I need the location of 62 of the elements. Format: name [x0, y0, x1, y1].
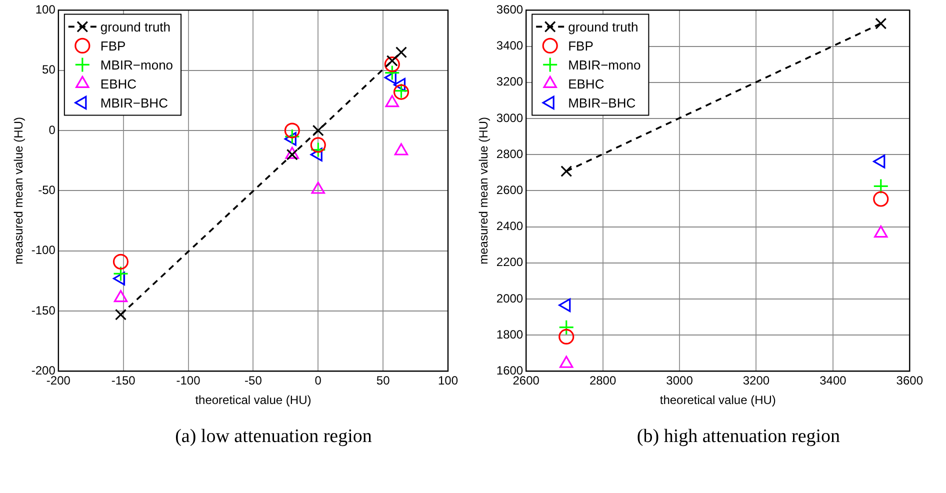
y-tick-label: 3200 [496, 74, 524, 89]
point [873, 178, 889, 194]
point [310, 142, 326, 158]
x-tick-label: 100 [438, 374, 458, 388]
legend-label: ground truth [568, 19, 638, 34]
y-tick-label: 1800 [496, 327, 524, 342]
point [873, 191, 889, 207]
point [284, 122, 300, 138]
x-tick-label: 2800 [589, 374, 616, 388]
legend-label: ground truth [100, 19, 171, 34]
y-axis-title: measured mean value (HU) [476, 116, 491, 264]
x-tick-label: 3600 [896, 374, 924, 388]
y-tick-label: 3400 [496, 38, 524, 53]
point [312, 124, 324, 136]
y-tick-label: 2800 [496, 146, 524, 161]
legend-label: EBHC [568, 76, 604, 92]
y-tick-label: 2000 [496, 291, 524, 306]
point [310, 137, 326, 153]
legend-label: FBP [100, 38, 126, 54]
legend-label: MBIR−BHC [568, 95, 636, 110]
legend-label: FBP [568, 38, 594, 54]
y-tick-label: 100 [35, 2, 56, 17]
point [560, 165, 572, 177]
legend-label: EBHC [100, 76, 137, 92]
point [558, 328, 574, 345]
x-tick-label: 3200 [742, 374, 770, 388]
x-axis-title: theoretical value (HU) [195, 393, 312, 408]
point [874, 226, 888, 238]
point [112, 254, 129, 270]
point [558, 320, 574, 336]
x-tick-label: 3000 [666, 374, 694, 388]
point [384, 56, 400, 72]
x-tick-label: 0 [314, 374, 322, 388]
x-tick-label: -150 [111, 374, 136, 388]
y-tick-label: -150 [31, 303, 56, 318]
y-axis-title: measured mean value (HU) [12, 116, 26, 264]
y-tick-label: -100 [31, 243, 56, 258]
legend-label: MBIR−mono [568, 57, 641, 72]
legend-label: MBIR−BHC [100, 95, 168, 110]
x-tick-label: 2600 [512, 374, 540, 388]
point [875, 18, 887, 30]
x-axis-title: theoretical value (HU) [660, 393, 776, 408]
point [112, 266, 129, 282]
text: (a) low attenuation region [174, 426, 373, 448]
y-tick-label: 3000 [496, 110, 524, 125]
y-tick-label: 50 [42, 62, 56, 77]
x-tick-label: 50 [376, 374, 390, 388]
x-tick-label: -50 [244, 374, 262, 388]
legend-label: MBIR−mono [100, 57, 174, 72]
y-tick-label: 2400 [496, 219, 524, 234]
y-tick-label: 2600 [496, 183, 524, 198]
x-tick-label: 3400 [820, 374, 847, 388]
point [384, 64, 400, 81]
text: (b) high attenuation region [636, 426, 842, 448]
point [115, 308, 126, 320]
x-tick-label: -100 [176, 374, 201, 388]
y-tick-label: 2200 [496, 255, 524, 270]
point [395, 46, 407, 58]
point [284, 128, 300, 144]
y-tick-label: 0 [48, 122, 56, 137]
y-tick-label: -50 [38, 183, 56, 198]
y-tick-label: 3600 [496, 2, 524, 17]
